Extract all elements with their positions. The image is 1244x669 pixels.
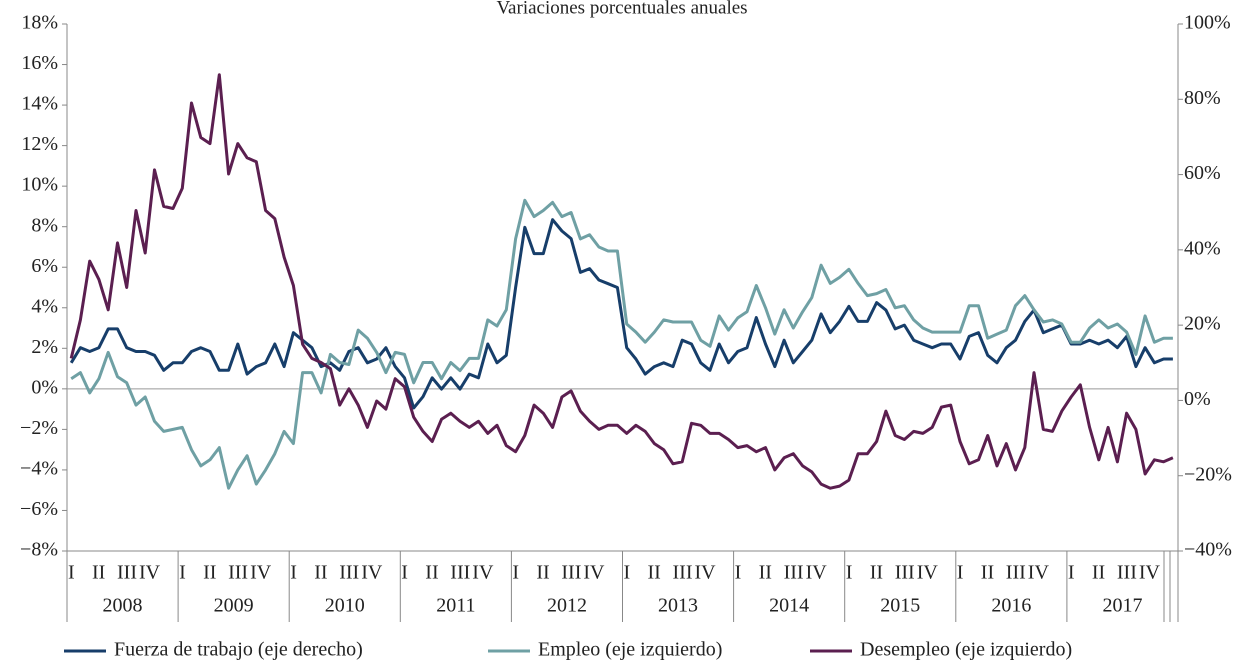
y2-tick-label: 20% — [1184, 313, 1221, 335]
year-label: 2010 — [325, 595, 365, 617]
quarter-label: I — [624, 562, 631, 584]
quarter-label: II — [536, 562, 549, 584]
year-label: 2012 — [547, 595, 587, 617]
quarter-label: I — [401, 562, 408, 584]
quarter-label: II — [759, 562, 772, 584]
quarter-label: IV — [1139, 562, 1161, 584]
quarter-label: III — [339, 562, 359, 584]
quarter-label: IV — [695, 562, 717, 584]
series-line — [69, 73, 1174, 490]
year-label: 2009 — [214, 595, 254, 617]
quarter-label: IV — [917, 562, 939, 584]
y2-tick-label: 80% — [1184, 87, 1221, 109]
quarter-label: IV — [806, 562, 828, 584]
quarter-label: IV — [361, 562, 383, 584]
quarter-label: III — [1006, 562, 1026, 584]
quarter-label: II — [1092, 562, 1105, 584]
quarter-label: II — [92, 562, 105, 584]
quarter-label: III — [784, 562, 804, 584]
quarter-label: II — [203, 562, 216, 584]
quarter-label: II — [648, 562, 661, 584]
legend-label: Desempleo (eje izquierdo) — [860, 639, 1072, 661]
chart-title: Variaciones porcentuales anuales — [496, 0, 747, 18]
quarter-label: I — [957, 562, 964, 584]
quarter-label: I — [179, 562, 186, 584]
year-label: 2014 — [769, 595, 809, 617]
year-label: 2015 — [880, 595, 920, 617]
legend-label: Empleo (eje izquierdo) — [538, 639, 722, 661]
y-tick-label: −8% — [20, 539, 58, 561]
quarter-label: IV — [139, 562, 161, 584]
quarter-label: IV — [1028, 562, 1050, 584]
y-tick-label: 2% — [31, 336, 58, 358]
y2-tick-label: 60% — [1184, 162, 1221, 184]
y-tick-label: −6% — [20, 498, 58, 520]
y-tick-label: 14% — [21, 93, 58, 115]
y-tick-label: 12% — [21, 133, 58, 155]
y2-tick-label: 40% — [1184, 237, 1221, 259]
series-line — [69, 218, 1173, 410]
quarter-label: I — [68, 562, 75, 584]
y-tick-label: 18% — [21, 12, 58, 34]
quarter-label: I — [512, 562, 519, 584]
quarter-label: III — [228, 562, 248, 584]
quarter-label: I — [846, 562, 853, 584]
y2-tick-label: 0% — [1184, 388, 1211, 410]
quarter-label: I — [290, 562, 297, 584]
quarter-label: III — [561, 562, 581, 584]
y-tick-label: 0% — [31, 376, 58, 398]
series-line — [70, 198, 1173, 490]
quarter-label: I — [735, 562, 742, 584]
year-label: 2011 — [436, 595, 475, 617]
y-tick-label: 10% — [21, 174, 58, 196]
quarter-label: III — [1117, 562, 1137, 584]
y-tick-label: −4% — [20, 458, 58, 480]
quarter-label: II — [425, 562, 438, 584]
quarter-label: IV — [250, 562, 272, 584]
year-label: 2017 — [1102, 595, 1142, 617]
quarter-label: III — [673, 562, 693, 584]
quarter-label: IV — [472, 562, 494, 584]
quarter-label: III — [450, 562, 470, 584]
quarter-label: II — [981, 562, 994, 584]
y-tick-label: 8% — [31, 214, 58, 236]
y2-tick-label: 100% — [1184, 12, 1231, 34]
y-tick-label: 4% — [31, 295, 58, 317]
quarter-label: II — [870, 562, 883, 584]
y-tick-label: 6% — [31, 255, 58, 277]
year-label: 2008 — [103, 595, 143, 617]
quarter-label: III — [895, 562, 915, 584]
legend-label: Fuerza de trabajo (eje derecho) — [114, 639, 363, 661]
quarter-label: I — [1068, 562, 1075, 584]
y2-tick-label: −40% — [1184, 539, 1232, 561]
y2-tick-label: −20% — [1184, 463, 1232, 485]
y-tick-label: −2% — [20, 417, 58, 439]
year-label: 2013 — [658, 595, 698, 617]
quarter-label: II — [314, 562, 327, 584]
year-label: 2016 — [991, 595, 1031, 617]
quarter-label: IV — [583, 562, 605, 584]
quarter-label: III — [117, 562, 137, 584]
y-tick-label: 16% — [21, 52, 58, 74]
